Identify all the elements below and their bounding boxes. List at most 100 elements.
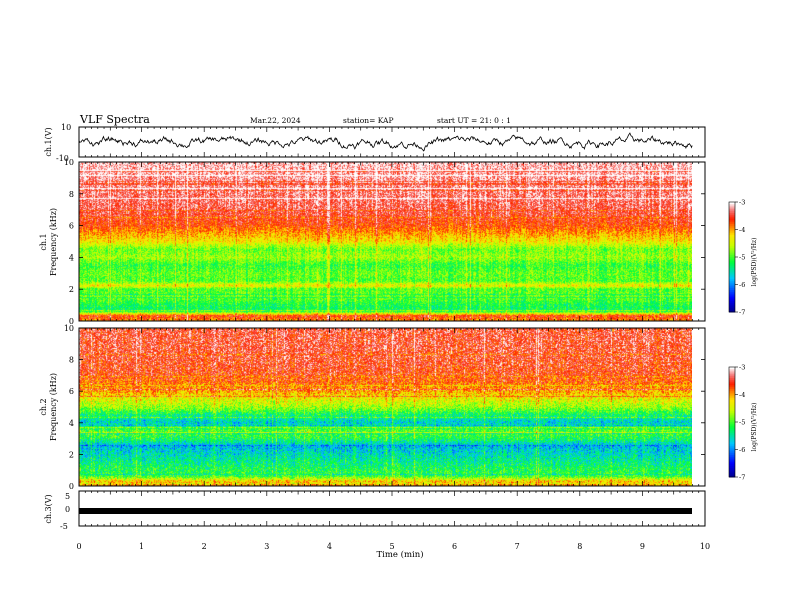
colorbar-tick-label: -5 (739, 419, 745, 427)
colorbar-swatch (729, 390, 735, 394)
x-tick-label: 7 (515, 542, 520, 551)
colorbar-swatch (729, 449, 735, 452)
colorbar-swatch (729, 412, 735, 416)
colorbar-swatch (729, 466, 735, 469)
colorbar-swatch (729, 202, 735, 205)
colorbar-tick-label: -3 (739, 364, 745, 372)
colorbar-swatch (729, 224, 735, 227)
colorbar-swatch (729, 290, 735, 293)
colorbar-swatch (729, 240, 735, 243)
ch1-waveform-panel: 10 -10 ch.1(V) (44, 123, 706, 163)
spectrogram-ytick-label: 2 (69, 450, 74, 459)
colorbar-swatch (729, 444, 735, 447)
colorbar-swatch (729, 438, 735, 441)
colorbar-swatch (729, 414, 735, 417)
colorbar-swatch (729, 258, 735, 262)
colorbar-swatch (729, 401, 735, 405)
colorbar-swatch (729, 422, 735, 425)
colorbar-swatch (729, 407, 735, 410)
ch3-waveform-panel: 5 0 -5 ch.3(V) (44, 490, 706, 531)
ch3-ytick-top: 5 (65, 492, 70, 501)
colorbar-swatch (729, 453, 735, 456)
colorbar-swatch (729, 392, 735, 395)
colorbar-tick-label: -6 (739, 281, 745, 289)
ch3-ytick-mid: 0 (65, 505, 70, 514)
colorbar-swatch (729, 469, 735, 472)
colorbar-swatch (729, 220, 735, 223)
colorbar-swatch (729, 216, 735, 219)
colorbar-swatch (729, 227, 735, 230)
colorbar-swatch (729, 416, 735, 419)
date-label: Mar.22, 2024 (250, 116, 301, 125)
ch1-spectrogram-channel-label: ch.1 (39, 233, 48, 250)
ch1-colorbar: -3 -4 -5 -6 -7 log(PSD)(V²/Hz) (728, 199, 758, 317)
x-axis: 0 1 2 3 4 5 6 7 8 9 10 (76, 127, 710, 551)
colorbar-label: log(PSD)(V²/Hz) (751, 238, 758, 287)
figure-title: VLF Spectra (79, 113, 150, 126)
spectrogram-ytick-label: 6 (69, 222, 74, 231)
colorbar-swatch (729, 447, 735, 450)
colorbar-swatch (729, 372, 735, 375)
x-tick-label: 10 (700, 542, 710, 551)
colorbar-swatch (729, 455, 735, 458)
colorbar-swatch (729, 291, 735, 295)
station-label: station= KAP (343, 116, 394, 125)
colorbar-swatch (729, 405, 735, 408)
colorbar-swatch (729, 207, 735, 210)
colorbar-swatch (729, 280, 735, 284)
colorbar-swatch (729, 308, 735, 311)
colorbar-swatch (729, 275, 735, 278)
colorbar-swatch (729, 279, 735, 282)
colorbar-swatch (729, 246, 735, 249)
colorbar-swatch (729, 203, 735, 207)
colorbar-swatch (729, 389, 735, 392)
colorbar-tick-label: -4 (739, 391, 745, 399)
spectrogram-ytick-label: 6 (69, 387, 74, 396)
colorbar-swatch (729, 209, 735, 212)
colorbar-swatch (729, 286, 735, 289)
colorbar-swatch (729, 273, 735, 276)
colorbar-swatch (729, 434, 735, 438)
colorbar-swatch (729, 425, 735, 428)
colorbar-swatch (729, 418, 735, 421)
x-tick-label: 2 (202, 542, 207, 551)
colorbar-swatch (729, 451, 735, 454)
colorbar-tick-label: -3 (739, 199, 745, 207)
ch2-spectrogram-panel: ch.2 Frequency (kHz) 0 2 4 6 8 10 -3 -4 -5 -6 -7 l… (39, 324, 758, 491)
colorbar-swatch (729, 284, 735, 287)
colorbar-swatch (729, 302, 735, 306)
colorbar-swatch (729, 218, 735, 221)
ch1-spectrogram-image (79, 162, 692, 321)
colorbar-swatch (729, 257, 735, 260)
ch1-ylabel: ch.1(V) (44, 127, 53, 156)
start-time-label: start UT = 21: 0 : 1 (437, 116, 511, 125)
colorbar-swatch (729, 433, 735, 436)
colorbar-swatch (729, 266, 735, 269)
spectrogram-ytick-label: 8 (69, 190, 74, 199)
colorbar-swatch (729, 282, 735, 285)
spectrogram-ytick-label: 4 (69, 253, 74, 262)
ch2-spectrogram-image (79, 328, 692, 486)
colorbar-swatch (729, 429, 735, 432)
colorbar-swatch (729, 211, 735, 214)
colorbar-swatch (729, 236, 735, 240)
colorbar-swatch (729, 247, 735, 251)
colorbar-swatch (729, 271, 735, 274)
colorbar-swatch (729, 301, 735, 304)
colorbar-swatch (729, 379, 735, 383)
colorbar-swatch (729, 431, 735, 434)
colorbar-swatch (729, 260, 735, 263)
x-tick-label: 0 (76, 542, 81, 551)
colorbar-swatch (729, 297, 735, 300)
x-tick-label: 9 (640, 542, 645, 551)
colorbar-swatch (729, 398, 735, 401)
colorbar-swatch (729, 400, 735, 403)
colorbar-tick-label: -7 (739, 474, 745, 482)
colorbar-swatch (729, 244, 735, 247)
colorbar-swatch (729, 387, 735, 390)
colorbar-swatch (729, 242, 735, 245)
colorbar-swatch (729, 378, 735, 381)
colorbar-swatch (729, 458, 735, 461)
ch2-colorbar: -3 -4 -5 -6 -7 log(PSD)(V²/Hz) (728, 364, 758, 482)
